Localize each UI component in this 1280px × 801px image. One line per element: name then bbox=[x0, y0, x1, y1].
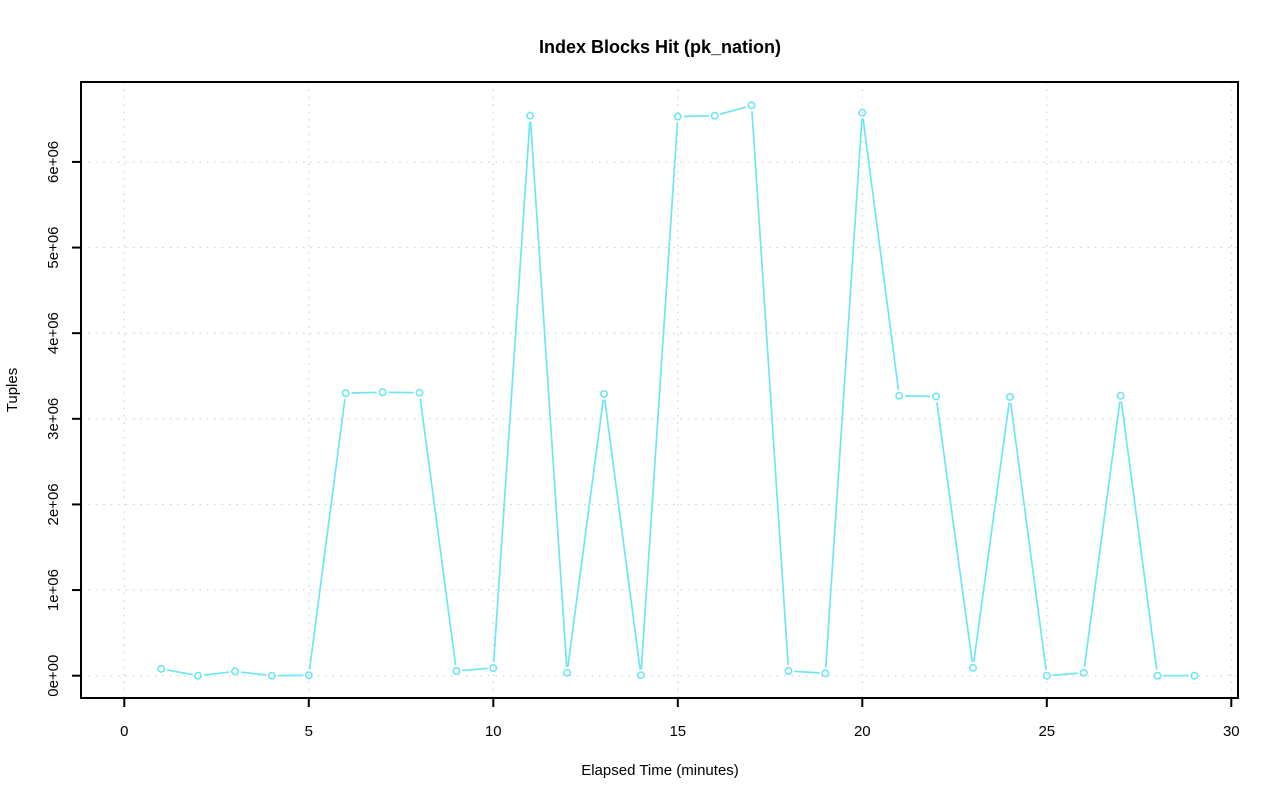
y-tick-label: 4e+06 bbox=[45, 312, 62, 354]
x-axis-label: Elapsed Time (minutes) bbox=[581, 762, 739, 779]
y-tick-label: 2e+06 bbox=[45, 483, 62, 525]
y-axis-label: Tuples bbox=[4, 368, 21, 412]
y-tick-label: 6e+06 bbox=[45, 141, 62, 183]
y-tick-label: 3e+06 bbox=[45, 398, 62, 440]
y-tick-label: 5e+06 bbox=[45, 226, 62, 268]
x-tick-label: 10 bbox=[485, 723, 502, 740]
grid-lines bbox=[81, 82, 1238, 698]
x-tick-label: 0 bbox=[120, 723, 128, 740]
y-tick-label: 0e+00 bbox=[45, 655, 62, 697]
x-tick-label: 30 bbox=[1223, 723, 1240, 740]
data-series bbox=[157, 101, 1199, 680]
plot-frame bbox=[80, 81, 1239, 699]
x-axis-ticks: 0 5 10 15 20 25 30 bbox=[120, 699, 1240, 740]
y-tick-label: 1e+06 bbox=[45, 569, 62, 611]
x-tick-label: 15 bbox=[669, 723, 686, 740]
x-tick-label: 20 bbox=[854, 723, 871, 740]
y-axis-ticks: 0e+00 1e+06 2e+06 3e+06 4e+06 5e+06 6e+06 bbox=[45, 141, 80, 697]
x-tick-label: 5 bbox=[305, 723, 313, 740]
x-tick-label: 25 bbox=[1038, 723, 1055, 740]
chart-title: Index Blocks Hit (pk_nation) bbox=[539, 37, 781, 57]
